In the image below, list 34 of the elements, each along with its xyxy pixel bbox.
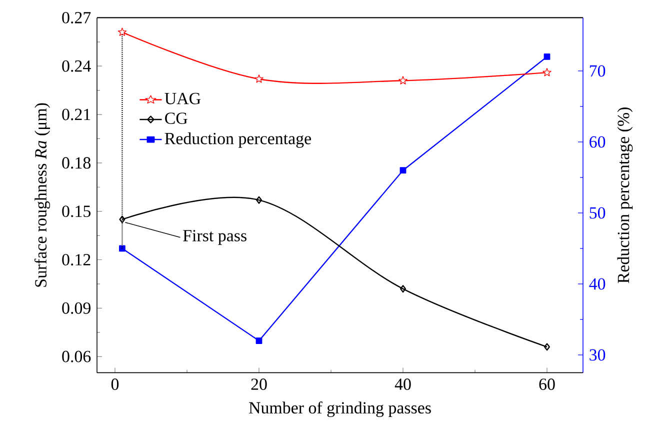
y-tick-label: 0.24 (62, 60, 91, 72)
legend-label: CG (165, 112, 188, 124)
y-tick-label: 0.15 (62, 206, 90, 218)
y2-tick-label: 30 (590, 349, 606, 361)
point (400, 167, 406, 174)
y2-tick-label: 70 (590, 65, 606, 77)
y2-tick-label: 50 (590, 207, 606, 219)
legend-label: Reduction percentage (164, 132, 311, 148)
y-tick-label: 0.27 (62, 12, 91, 24)
y2-axis-title: Reduction percentage (%) (617, 108, 633, 284)
y2-tick-label: 40 (589, 278, 606, 290)
annotation: First pass (183, 230, 246, 245)
point (256, 196, 262, 204)
point (118, 28, 127, 36)
point (544, 54, 550, 60)
point (256, 338, 262, 344)
y-tick-label: 0.12 (62, 254, 90, 266)
y-axis-title: Surface roughness Ra (μm) (34, 103, 50, 287)
point (400, 285, 406, 293)
y-tick-label: 0.06 (62, 350, 91, 362)
x-tick-label: 20 (251, 378, 267, 390)
x-tick-label: 60 (539, 378, 555, 390)
y-tick-label: 0.18 (62, 157, 91, 169)
point (542, 68, 552, 76)
point (254, 74, 264, 83)
y-tick-label: 0.09 (62, 302, 90, 314)
x-axis-title: Number of grinding passes (248, 401, 431, 418)
point (398, 76, 408, 84)
y-tick-label: 0.21 (62, 108, 90, 120)
y2-tick-label: 60 (590, 136, 606, 148)
legend-label: UAG (164, 92, 201, 104)
x-tick-label: 0 (111, 378, 119, 390)
point (119, 245, 126, 252)
x-tick-label: 40 (394, 378, 411, 390)
